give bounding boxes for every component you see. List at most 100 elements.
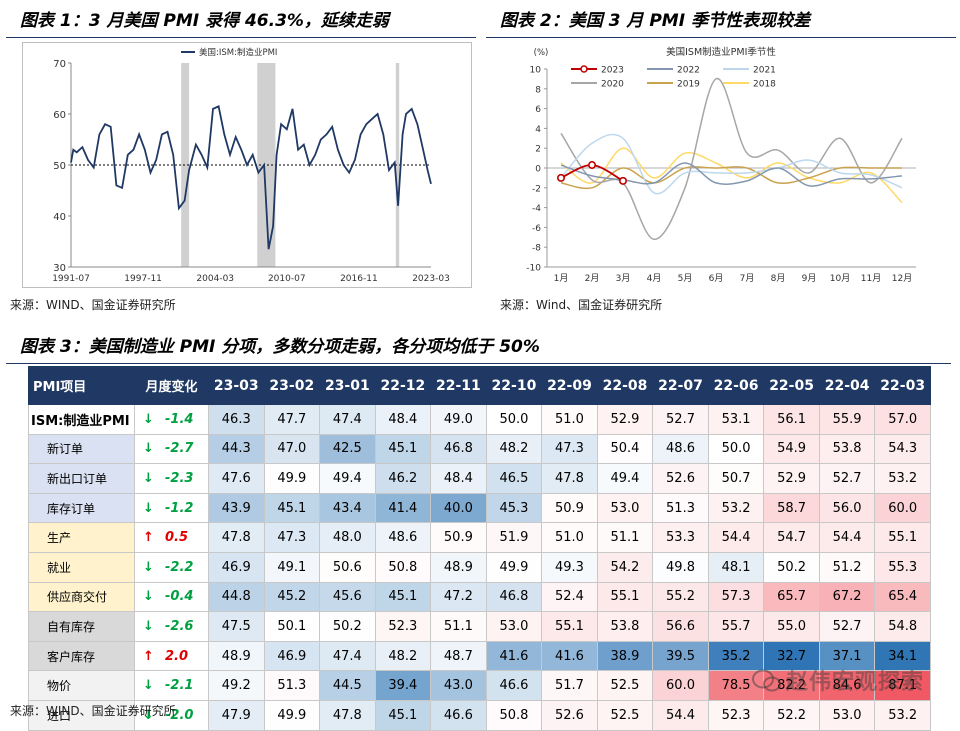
x-tick-label: 4月 bbox=[647, 273, 662, 284]
chart2-title: 美国ISM制造业PMI季节性 bbox=[666, 46, 776, 58]
value-cell: 48.9 bbox=[430, 551, 487, 583]
change-value: -1.4 bbox=[165, 411, 194, 427]
value-cell: 43.9 bbox=[208, 492, 265, 524]
table-header-row: PMI项目 月度变化 23-03 23-02 23-01 22-12 22-11 22-1… bbox=[28, 366, 931, 405]
value-cell: 50.2 bbox=[763, 551, 820, 583]
change-value: -2.7 bbox=[165, 441, 194, 457]
value-cell: 50.9 bbox=[541, 492, 598, 524]
value-cell: 50.9 bbox=[430, 522, 487, 553]
y-tick-label: -4 bbox=[532, 204, 541, 214]
row-change: ↓ -2.3 bbox=[134, 463, 209, 494]
row-label: 库存订单 bbox=[28, 492, 135, 524]
value-cell: 56.1 bbox=[763, 404, 820, 435]
value-cell: 60.0 bbox=[874, 492, 931, 524]
x-tick-label: 1991-07 bbox=[52, 274, 90, 284]
table-row: 物价 ↓ -2.1 49.2 51.3 44.5 39.4 43.0 46.6 51.7 52.5 6… bbox=[28, 670, 931, 701]
table-row: 库存订单 ↓ -1.2 43.9 45.1 43.4 41.4 40.0 45.3 50.9 53.… bbox=[28, 492, 931, 524]
header-month: 22-06 bbox=[707, 366, 765, 405]
value-cell: 53.1 bbox=[707, 404, 765, 435]
value-cell: 52.6 bbox=[652, 463, 709, 494]
value-cell: 42.5 bbox=[319, 433, 376, 465]
value-cell: 39.5 bbox=[652, 640, 709, 672]
value-cell: 49.0 bbox=[430, 404, 487, 435]
value-cell: 45.1 bbox=[263, 492, 321, 524]
value-cell: 51.7 bbox=[541, 670, 598, 701]
value-cell: 54.2 bbox=[596, 551, 654, 583]
arrow-up-icon: ↑ bbox=[143, 530, 154, 546]
fig1-chart: 30 40 50 60 70 1991-07 1997-11 2004-03 2010-07 20… bbox=[52, 47, 450, 284]
y-tick-label: 10 bbox=[530, 66, 542, 76]
value-cell: 54.4 bbox=[818, 522, 876, 553]
arrow-down-icon: ↓ bbox=[143, 707, 154, 723]
header-change: 月度变化 bbox=[134, 366, 209, 405]
table-row: 供应商交付 ↓ -0.4 44.8 45.2 45.6 45.1 47.2 46.8 52.4 55… bbox=[28, 581, 931, 613]
header-month: 22-05 bbox=[763, 366, 820, 405]
value-cell: 51.3 bbox=[652, 492, 709, 524]
header-month: 22-04 bbox=[818, 366, 876, 405]
value-cell: 52.6 bbox=[541, 699, 598, 731]
y-tick-label: 50 bbox=[53, 161, 66, 172]
value-cell: 54.4 bbox=[707, 522, 765, 553]
value-cell: 55.1 bbox=[874, 522, 931, 553]
legend-label-2018: 2018 bbox=[753, 80, 776, 90]
value-cell: 54.9 bbox=[763, 433, 820, 465]
value-cell: 65.7 bbox=[763, 581, 820, 613]
value-cell: 51.3 bbox=[263, 670, 321, 701]
value-cell: 47.4 bbox=[319, 640, 376, 672]
header-item: PMI项目 bbox=[28, 366, 135, 405]
series-point-2023 bbox=[619, 176, 628, 185]
x-tick-label: 2016-11 bbox=[340, 274, 378, 284]
value-cell: 52.5 bbox=[596, 670, 654, 701]
y-tick-label: 30 bbox=[53, 263, 66, 274]
value-cell: 48.1 bbox=[707, 551, 765, 583]
header-month: 22-12 bbox=[374, 366, 432, 405]
row-label: 生产 bbox=[28, 522, 135, 553]
value-cell: 55.1 bbox=[541, 611, 598, 642]
header-month: 22-08 bbox=[596, 366, 654, 405]
arrow-down-icon: ↓ bbox=[143, 559, 154, 575]
value-cell: 54.8 bbox=[874, 611, 931, 642]
value-cell: 53.2 bbox=[874, 463, 931, 494]
y-tick-label: 4 bbox=[535, 125, 541, 135]
y-tick-label: 40 bbox=[53, 212, 66, 223]
table-row: 自有库存 ↓ -2.6 47.5 50.1 50.2 52.3 51.1 53.0 55.1 53.… bbox=[28, 611, 931, 642]
value-cell: 51.0 bbox=[541, 404, 598, 435]
row-label: 自有库存 bbox=[28, 611, 135, 642]
value-cell: 49.3 bbox=[541, 551, 598, 583]
value-cell: 56.0 bbox=[818, 492, 876, 524]
value-cell: 39.4 bbox=[374, 670, 432, 701]
value-cell: 48.6 bbox=[374, 522, 432, 553]
value-cell: 45.3 bbox=[485, 492, 543, 524]
value-cell: 47.8 bbox=[319, 699, 376, 731]
header-month: 22-10 bbox=[485, 366, 543, 405]
value-cell: 53.2 bbox=[874, 699, 931, 731]
value-cell: 57.3 bbox=[707, 581, 765, 613]
value-cell: 52.5 bbox=[596, 699, 654, 731]
y-tick-label: 70 bbox=[53, 59, 66, 70]
x-tick-label: 7月 bbox=[740, 273, 755, 284]
x-tick-label: 2023-03 bbox=[412, 274, 450, 284]
row-label: 新出口订单 bbox=[28, 463, 135, 494]
table-row: ISM:制造业PMI ↓ -1.4 46.3 47.7 47.4 48.4 49.0 50.0 5… bbox=[28, 404, 931, 435]
value-cell: 58.7 bbox=[763, 492, 820, 524]
header-month: 23-02 bbox=[263, 366, 321, 405]
row-label: ISM:制造业PMI bbox=[28, 404, 135, 435]
x-tick-label: 8月 bbox=[771, 273, 786, 284]
y-tick-label: -6 bbox=[532, 224, 541, 234]
row-change: ↓ -2.6 bbox=[134, 611, 209, 642]
series-point-2023 bbox=[556, 173, 565, 182]
value-cell: 52.7 bbox=[818, 611, 876, 642]
row-label: 客户库存 bbox=[28, 640, 135, 672]
fig2-title: 图表 2：美国 3 月 PMI 季节性表现较差 bbox=[486, 4, 956, 38]
value-cell: 50.0 bbox=[485, 404, 543, 435]
value-cell: 32.7 bbox=[763, 640, 820, 672]
value-cell: 51.0 bbox=[541, 522, 598, 553]
value-cell: 55.9 bbox=[818, 404, 876, 435]
value-cell: 49.1 bbox=[263, 551, 321, 583]
header-month: 23-01 bbox=[319, 366, 376, 405]
row-label: 物价 bbox=[28, 670, 135, 701]
value-cell: 44.8 bbox=[208, 581, 265, 613]
change-value: 2.0 bbox=[165, 648, 189, 664]
row-change: ↓ -2.1 bbox=[134, 670, 209, 701]
value-cell: 41.6 bbox=[485, 640, 543, 672]
